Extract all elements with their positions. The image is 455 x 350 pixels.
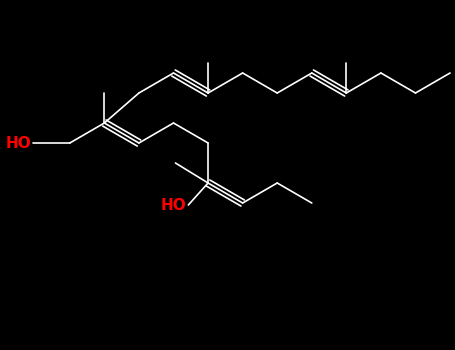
Text: HO: HO (5, 135, 31, 150)
Text: HO: HO (161, 197, 187, 212)
